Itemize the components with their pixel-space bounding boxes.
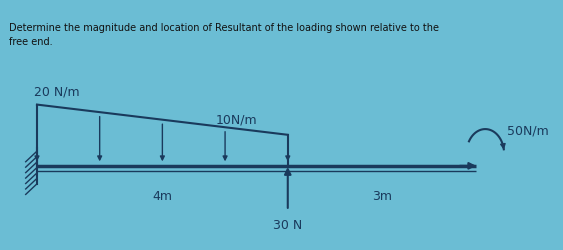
Text: 3m: 3m — [372, 190, 392, 203]
Text: 4m: 4m — [153, 190, 172, 203]
Text: 10N/m: 10N/m — [216, 114, 257, 127]
Text: 50N/m: 50N/m — [507, 124, 549, 137]
Text: Determine the magnitude and location of Resultant of the loading shown relative : Determine the magnitude and location of … — [9, 23, 439, 33]
Text: 20 N/m: 20 N/m — [34, 86, 79, 99]
Text: 30 N: 30 N — [273, 219, 302, 232]
Text: free end.: free end. — [9, 37, 52, 47]
